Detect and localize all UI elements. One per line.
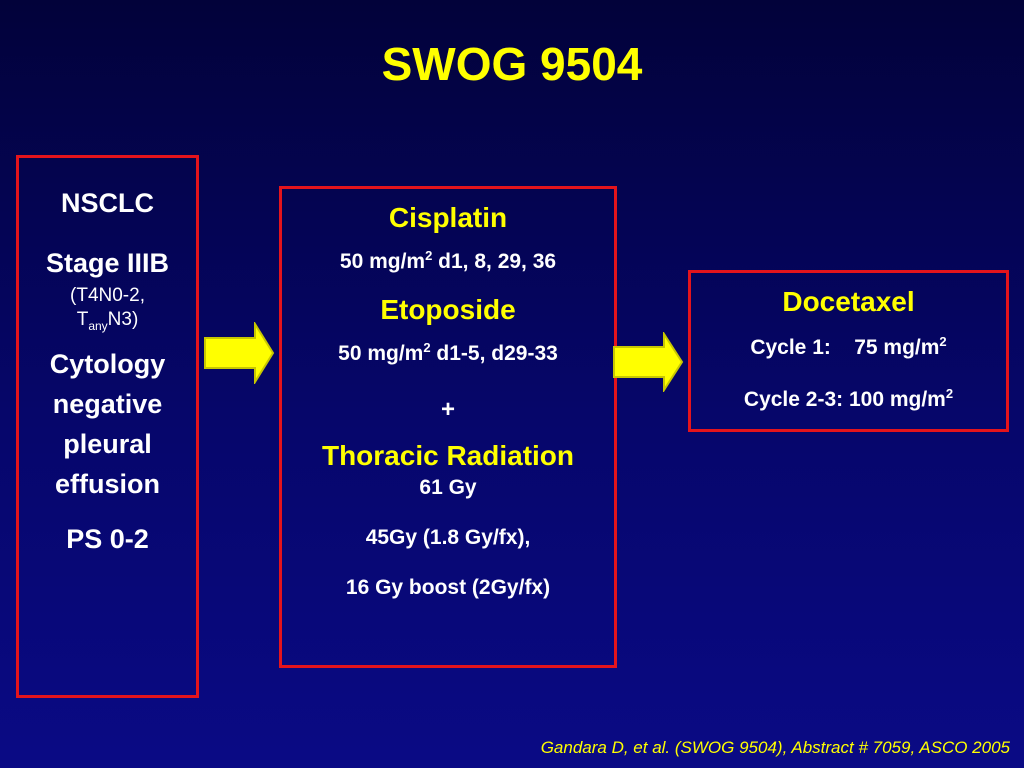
cytology-criteria: Cytology negative pleural effusion	[49, 349, 166, 499]
slide-title: SWOG 9504	[381, 38, 643, 90]
cisplatin-dose: 50 mg/m2 d1, 8, 29, 36	[339, 248, 557, 273]
tnm-line-1: (T4N0-2,	[70, 285, 145, 306]
etoposide-dose: 50 mg/m2 d1-5, d29-33	[338, 340, 558, 365]
thoracic-radiation: Thoracic Radiation	[321, 440, 575, 471]
cycle-2-3-dose: Cycle 2-3: 100 mg/m2	[743, 386, 954, 411]
disease-label: NSCLC	[61, 188, 154, 218]
radiation-total-dose: 61 Gy	[419, 476, 477, 499]
plus-sign: +	[440, 396, 455, 423]
patient-eligibility-box: NSCLC Stage IIIB (T4N0-2, TanyN3) Cytolo…	[16, 155, 199, 698]
right-arrow-icon	[204, 322, 275, 384]
stage-label: Stage IIIB	[45, 248, 170, 278]
radiation-fractionation: 45Gy (1.8 Gy/fx),	[365, 526, 531, 549]
consolidation-therapy-box: Docetaxel Cycle 1: 75 mg/m2 Cycle 2-3: 1…	[688, 270, 1009, 432]
drug-docetaxel: Docetaxel	[782, 286, 915, 317]
performance-status: PS 0-2	[66, 524, 149, 554]
induction-therapy-box: Cisplatin 50 mg/m2 d1, 8, 29, 36 Etoposi…	[279, 186, 617, 668]
tnm-line-2: TanyN3)	[76, 309, 139, 333]
radiation-boost: 16 Gy boost (2Gy/fx)	[345, 576, 551, 599]
drug-cisplatin: Cisplatin	[388, 202, 508, 233]
citation-footer: Gandara D, et al. (SWOG 9504), Abstract …	[540, 738, 1010, 757]
cycle-1-dose: Cycle 1: 75 mg/m2	[750, 334, 947, 359]
right-arrow-icon	[613, 332, 684, 392]
drug-etoposide: Etoposide	[380, 294, 516, 325]
